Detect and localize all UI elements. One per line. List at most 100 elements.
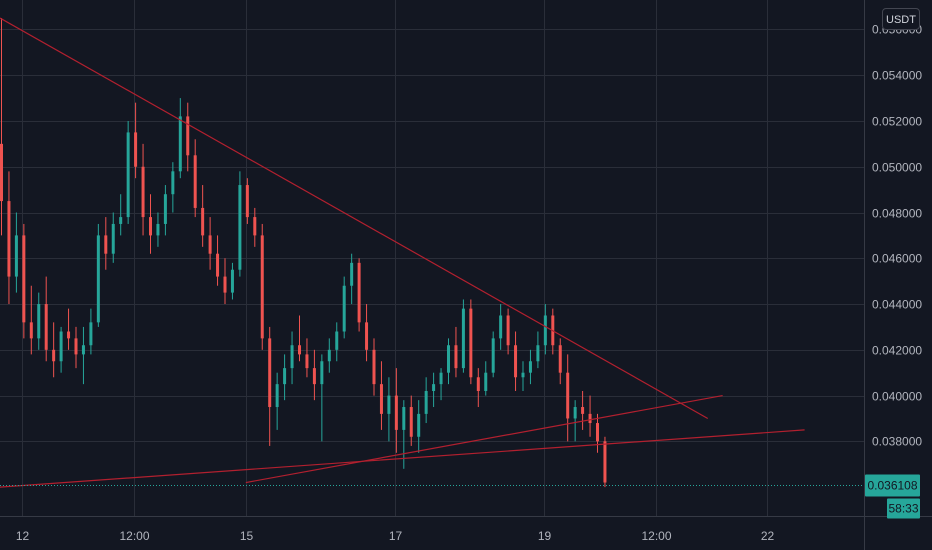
candle: [126, 120, 130, 224]
candle-body: [37, 304, 41, 339]
candle-body: [208, 235, 212, 254]
candle: [0, 18, 3, 236]
candle: [342, 276, 346, 339]
candle: [573, 400, 577, 442]
candle: [156, 212, 160, 247]
candles: [0, 18, 607, 488]
candle: [514, 331, 518, 392]
candle-body: [379, 384, 383, 414]
price-axis[interactable]: 0.0560000.0540000.0520000.0500000.048000…: [872, 23, 922, 449]
trendlines[interactable]: [0, 17, 805, 488]
candle-body: [96, 235, 100, 323]
candle: [581, 391, 585, 430]
candle: [528, 349, 532, 385]
candle-body: [89, 322, 93, 346]
candle: [566, 354, 570, 442]
candle-body: [469, 308, 473, 378]
candle: [260, 223, 264, 350]
candle-body: [149, 217, 152, 236]
candle: [59, 326, 63, 373]
price-tick-label: 0.042000: [872, 344, 922, 358]
time-axis[interactable]: 12 12:00 15 17 19 12:00 22: [16, 529, 775, 543]
trendline[interactable]: [245, 394, 723, 484]
candle: [141, 143, 145, 236]
candle: [14, 212, 18, 293]
candle-body: [573, 407, 577, 419]
candle: [350, 253, 354, 305]
candle: [327, 338, 331, 373]
candle-body: [283, 368, 287, 385]
candle: [7, 171, 11, 305]
candle: [558, 338, 562, 385]
candle: [245, 178, 249, 224]
price-tick-label: 0.038000: [872, 435, 922, 449]
candle-body: [305, 354, 309, 369]
candle-body: [253, 217, 257, 236]
countdown-badge: [887, 498, 920, 519]
candle: [290, 331, 294, 385]
candle-body: [0, 143, 3, 202]
candle: [283, 354, 287, 401]
candle: [163, 185, 167, 236]
price-tick-label: 0.044000: [872, 298, 922, 312]
candle: [305, 338, 309, 378]
candle: [134, 102, 138, 179]
candle: [357, 258, 361, 332]
candle: [424, 377, 428, 424]
candle-body: [536, 345, 540, 362]
candle: [312, 349, 316, 401]
candle: [379, 361, 383, 430]
candle-body: [447, 345, 450, 373]
candle-body: [476, 377, 480, 392]
candle: [201, 185, 205, 247]
candle: [149, 194, 152, 254]
candle: [402, 400, 406, 469]
candle-body: [528, 361, 532, 373]
candle-body: [67, 331, 71, 339]
candle: [52, 322, 56, 378]
candle: [193, 139, 197, 218]
candle: [521, 361, 525, 392]
candle: [171, 162, 175, 213]
candle-body: [394, 395, 398, 430]
candle: [298, 315, 301, 362]
candle: [394, 368, 398, 453]
candle: [111, 212, 115, 263]
candle-body: [558, 345, 562, 373]
candle: [253, 207, 257, 247]
candle: [439, 368, 443, 401]
candle-body: [22, 235, 26, 323]
candle: [484, 361, 488, 396]
candle: [186, 102, 190, 172]
candle-body: [521, 372, 525, 378]
trendline[interactable]: [0, 429, 805, 488]
currency-button[interactable]: USDT: [882, 8, 920, 30]
candle: [216, 235, 220, 286]
candle: [119, 194, 123, 236]
candle-body: [171, 171, 175, 195]
candle: [596, 413, 599, 453]
candle-body: [491, 338, 495, 373]
candle-body: [350, 262, 354, 286]
candle: [29, 285, 33, 355]
candle-body: [417, 413, 421, 437]
candle: [96, 223, 100, 327]
candle: [238, 171, 242, 277]
candle-body: [44, 304, 48, 350]
candle-body: [245, 185, 249, 218]
candle-body: [357, 262, 361, 323]
candle: [432, 372, 436, 408]
candle-body: [581, 407, 585, 414]
candle: [275, 372, 279, 430]
candle: [89, 308, 93, 355]
candle: [536, 331, 540, 369]
candle-body: [163, 194, 167, 224]
candle: [335, 322, 339, 362]
candle: [387, 377, 391, 442]
time-tick-label: 12: [16, 529, 30, 543]
candle-body: [484, 372, 488, 392]
candle-body: [81, 345, 85, 355]
candle-body: [268, 338, 272, 408]
trendline[interactable]: [0, 17, 709, 419]
